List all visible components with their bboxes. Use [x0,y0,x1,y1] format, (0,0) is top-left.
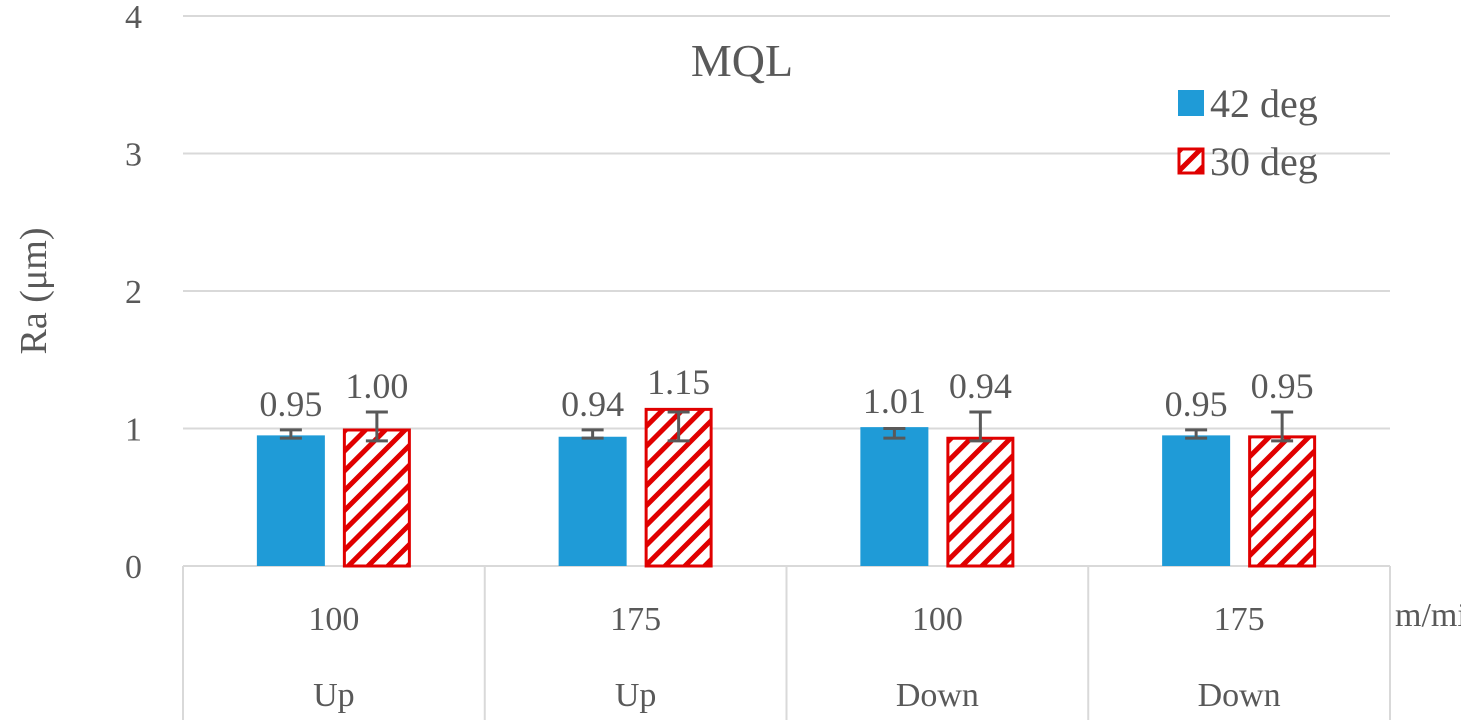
x-tick-label-speed: 175 [1214,601,1265,638]
x-tick-label-speed: 100 [912,601,963,638]
x-tick-label-direction: Up [313,677,355,714]
data-label: 1.01 [863,381,926,421]
legend-swatch-30-deg [1177,147,1205,175]
bar-30-deg [946,436,1015,568]
y-tick-label: 3 [125,137,142,174]
data-label: 0.94 [949,366,1012,406]
x-tick-label-speed: 100 [308,601,359,638]
legend-swatch-42-deg [1178,90,1204,116]
x-unit-label: m/min [1395,597,1461,634]
bar-30-deg [342,428,411,568]
data-label: 1.15 [647,362,710,402]
data-label: 0.95 [1165,384,1228,424]
bar-42-deg [860,427,929,566]
bar-42-deg [558,436,627,566]
data-label: 0.95 [259,384,322,424]
legend: 42 deg 30 deg [1177,81,1318,184]
bar-42-deg [256,435,325,566]
y-tick-label: 2 [125,274,142,311]
data-label: 0.94 [561,384,624,424]
y-tick-label: 0 [125,549,142,586]
x-tick-label-direction: Down [896,677,979,714]
data-label: 1.00 [345,366,408,406]
x-tick-label-direction: Up [615,677,657,714]
chart-title: MQL [691,35,793,86]
x-tick-label-speed: 175 [610,601,661,638]
y-tick-label: 1 [125,412,142,449]
data-label: 0.95 [1251,366,1314,406]
bars: 0.95 0.94 1.01 0.95 1.00 1.15 0.94 0.95 [256,362,1317,568]
bar-42-deg [1162,435,1231,566]
bar-30-deg [1248,435,1317,568]
legend-label-30-deg: 30 deg [1210,139,1318,184]
y-axis-ticks: 0 1 2 3 4 [125,0,142,586]
x-tick-label-direction: Down [1198,677,1281,714]
y-tick-label: 4 [125,0,142,36]
y-axis-label: Ra (μm) [13,228,55,355]
legend-label-42-deg: 42 deg [1210,81,1318,126]
x-axis: 100 Up 175 Up 100 Down 175 Down [182,566,1391,720]
